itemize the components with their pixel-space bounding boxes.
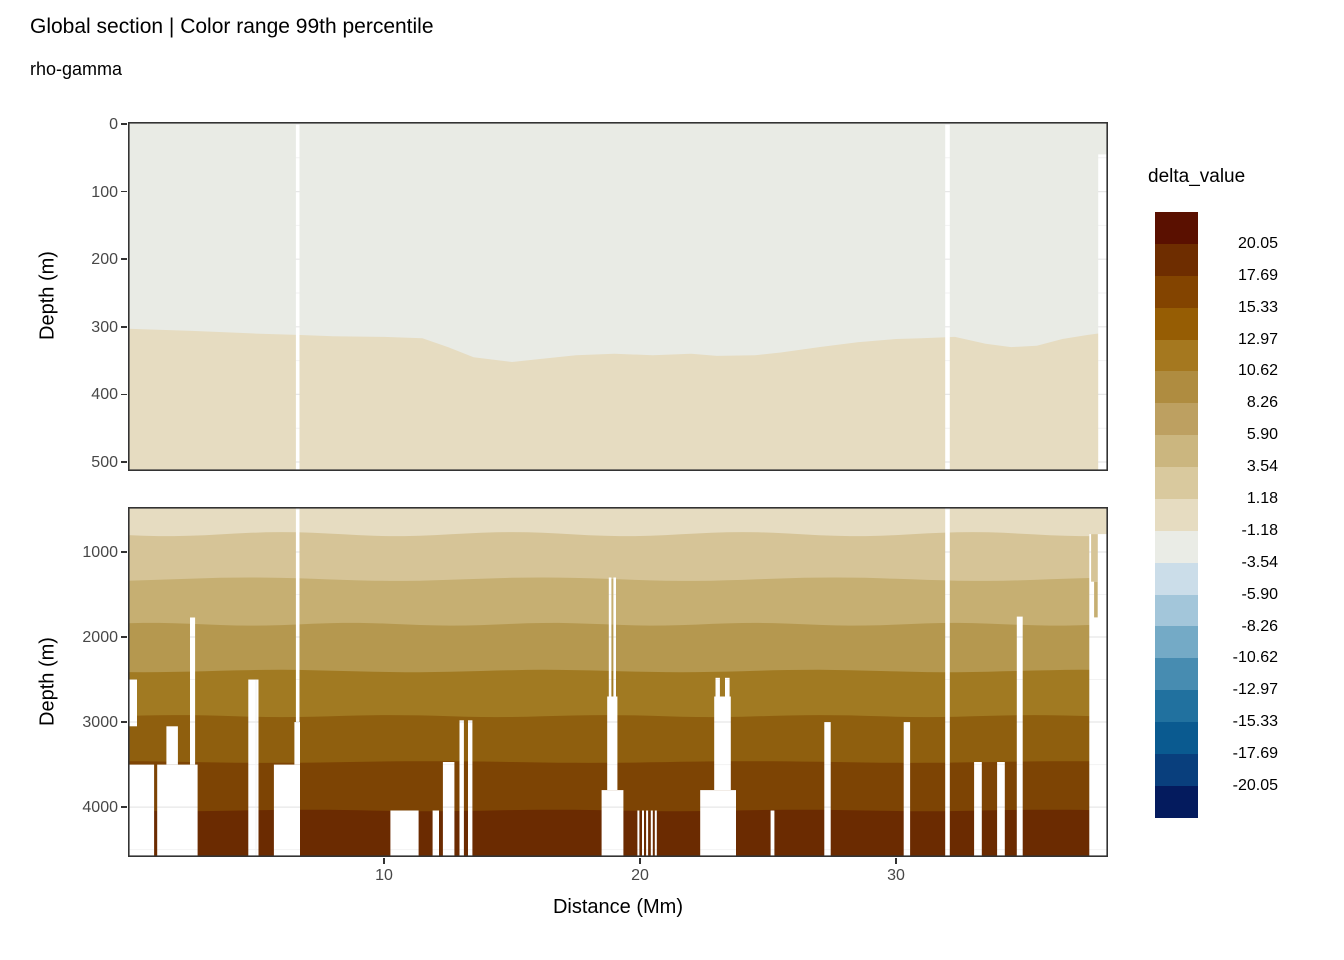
legend-color-band xyxy=(1155,690,1198,722)
upper-y-tick-mark xyxy=(121,258,127,260)
legend-tick-label: 8.26 xyxy=(1246,394,1278,412)
lower-y-tick-mark xyxy=(121,636,127,638)
lower-y-tick-label: 4000 xyxy=(82,799,118,817)
x-tick-label: 30 xyxy=(887,867,905,884)
legend-color-band xyxy=(1155,658,1198,691)
legend-tick-label: 1.18 xyxy=(1246,490,1278,507)
lower-y-tick-mark xyxy=(121,806,127,808)
legend-color-band xyxy=(1155,243,1198,276)
lower-y-tick-mark xyxy=(121,551,127,553)
legend-tick-label: 5.90 xyxy=(1246,426,1278,444)
upper-y-axis-title: Depth (m) xyxy=(36,251,59,340)
legend-tick-label: 12.97 xyxy=(1237,330,1278,348)
legend-tick-label: -12.97 xyxy=(1232,681,1278,699)
legend-color-band xyxy=(1155,722,1198,754)
legend-color-band xyxy=(1155,307,1198,340)
legend-tick-label: 10.62 xyxy=(1237,362,1278,380)
legend-tick-label: -5.90 xyxy=(1241,585,1278,603)
legend-tick-label: -20.05 xyxy=(1232,777,1278,795)
legend-title: delta_value xyxy=(1148,166,1246,187)
legend-tick-label: -10.62 xyxy=(1232,649,1278,667)
lower-y-tick-label: 3000 xyxy=(82,714,118,732)
legend-tick-label: -15.33 xyxy=(1232,713,1278,731)
page-title: Global section | Color range 99th percen… xyxy=(30,15,434,38)
legend-tick-label: 3.54 xyxy=(1246,458,1278,476)
upper-y-tick-mark xyxy=(121,393,127,396)
legend-tick-label: 15.33 xyxy=(1237,298,1278,316)
x-axis-title: Distance (Mm) xyxy=(552,896,683,918)
upper-y-tick-label: 400 xyxy=(91,386,118,404)
lower-y-tick-mark xyxy=(121,721,127,723)
legend-color-band xyxy=(1155,371,1198,404)
upper-y-tick-label: 0 xyxy=(109,116,118,133)
upper-y-tick-label: 100 xyxy=(91,183,118,201)
upper-y-tick-label: 500 xyxy=(91,454,118,471)
legend-color-band xyxy=(1155,275,1198,308)
legend-color-band xyxy=(1155,212,1198,244)
chart-subtitle: rho-gamma xyxy=(30,59,123,79)
x-tick-mark xyxy=(639,858,641,864)
legend-tick-label: -1.18 xyxy=(1241,521,1278,539)
upper-y-tick-label: 200 xyxy=(91,251,118,269)
legend-color-band xyxy=(1155,753,1198,786)
legend-color-band xyxy=(1155,435,1198,467)
legend-tick-label: -17.69 xyxy=(1232,745,1278,763)
upper-y-tick-mark xyxy=(121,326,127,328)
legend-colorbar xyxy=(1155,212,1198,818)
upper-y-tick-mark xyxy=(121,123,127,125)
upper-y-tick-mark xyxy=(121,190,127,193)
legend-color-band xyxy=(1155,339,1198,372)
x-tick-mark xyxy=(383,858,385,864)
upper-y-tick-mark xyxy=(121,461,127,463)
x-tick-mark xyxy=(895,858,897,864)
lower-y-tick-label: 1000 xyxy=(82,543,118,561)
legend-tick-label: -8.26 xyxy=(1241,617,1278,635)
legend-color-band xyxy=(1155,467,1198,499)
upper-section-panel xyxy=(128,122,1108,471)
x-tick-label: 20 xyxy=(631,867,649,884)
legend-color-band xyxy=(1155,498,1198,531)
upper-y-tick-label: 300 xyxy=(91,318,118,336)
legend-color-band xyxy=(1155,785,1198,818)
legend-color-band xyxy=(1155,403,1198,436)
lower-y-tick-label: 2000 xyxy=(82,629,118,646)
legend-tick-label: 20.05 xyxy=(1237,234,1278,252)
legend-color-band xyxy=(1155,562,1198,595)
lower-y-axis-title: Depth (m) xyxy=(36,637,59,726)
legend-color-band xyxy=(1155,626,1198,659)
legend-color-band xyxy=(1155,594,1198,627)
x-tick-label: 10 xyxy=(375,867,393,884)
lower-section-panel xyxy=(128,507,1108,857)
legend-tick-label: 17.69 xyxy=(1237,266,1278,284)
legend-color-band xyxy=(1155,530,1198,563)
legend-tick-label: -3.54 xyxy=(1241,553,1278,571)
